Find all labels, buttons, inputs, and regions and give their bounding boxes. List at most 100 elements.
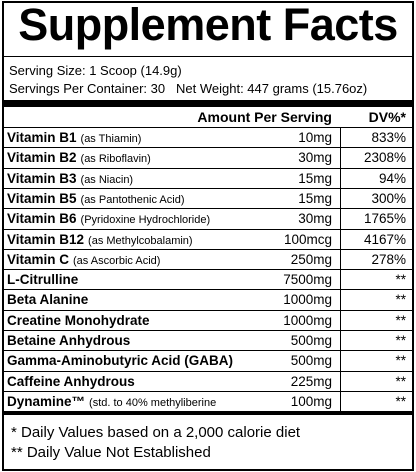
table-row: Vitamin B12 (as Methylcobalamin) 100mcg 416…: [4, 228, 412, 250]
table-row: Creatine Monohydrate 1000mg **: [4, 309, 412, 331]
column-divider: [340, 249, 341, 270]
table-row: Vitamin B3 (as Niacin) 15mg 94%: [4, 167, 412, 189]
nutrient-name: Caffeine Anhydrous: [7, 374, 135, 389]
nutrient-name-text: Vitamin B12: [7, 231, 85, 247]
nutrient-detail: (as Ascorbic Acid): [73, 254, 161, 267]
table-row: L-Citrulline 7500mg **: [4, 269, 412, 291]
table-row: Vitamin B1 (as Thiamin) 10mg 833%: [4, 127, 412, 148]
thick-rule: [4, 100, 412, 107]
daily-value: 300%: [371, 190, 406, 206]
column-divider: [340, 351, 341, 372]
amount: 500mg: [290, 333, 332, 348]
nutrient-name-text: Vitamin B2: [7, 150, 77, 166]
nutrient-name-text: Gamma-Aminobutyric Acid (GABA): [7, 353, 234, 369]
serving-size: Serving Size: 1 Scoop (14.9g): [9, 63, 182, 78]
daily-value: **: [395, 272, 406, 288]
daily-value: **: [395, 292, 406, 308]
column-divider: [340, 290, 341, 311]
amount: 15mg: [298, 190, 332, 206]
nutrient-name-text: Dynamine™: [7, 393, 86, 409]
amount: 250mg: [290, 251, 332, 267]
nutrient-name-text: Vitamin B1: [7, 130, 77, 145]
nutrient-name: Creatine Monohydrate: [7, 313, 150, 328]
amount: 1000mg: [283, 312, 332, 328]
nutrient-name: Vitamin B5 (as Pantothenic Acid): [7, 191, 184, 206]
table-row: Caffeine Anhydrous 225mg **: [4, 370, 412, 392]
daily-value: **: [395, 333, 406, 348]
amount: 100mg: [290, 393, 332, 409]
daily-value: **: [395, 312, 406, 328]
nutrient-name-text: Vitamin C: [7, 251, 70, 267]
amount: 7500mg: [283, 272, 332, 288]
column-divider: [340, 188, 341, 209]
column-divider: [340, 391, 341, 412]
daily-value: 1765%: [363, 211, 406, 227]
column-divider: [340, 331, 341, 351]
nutrient-name: Betaine Anhydrous: [7, 333, 130, 348]
net-weight: Net Weight: 447 grams (15.76oz): [176, 81, 368, 96]
footnote: ** Daily Value Not Established: [11, 444, 211, 461]
table-row: Vitamin B6 (Pyridoxine Hydrochloride) 30mg…: [4, 208, 412, 230]
column-divider: [340, 310, 341, 331]
thick-rule: [4, 411, 412, 415]
column-divider: [340, 270, 341, 291]
daily-value: 94%: [378, 170, 406, 186]
title: Supplement Facts: [18, 1, 398, 50]
amount: 225mg: [290, 373, 332, 389]
table-row: Vitamin C (as Ascorbic Acid) 250mg 278%: [4, 248, 412, 270]
column-divider: [340, 209, 341, 230]
nutrient-detail: (as Methylcobalamin): [88, 234, 193, 247]
column-divider: [340, 229, 341, 250]
daily-value: **: [395, 373, 406, 389]
column-divider: [340, 148, 341, 169]
amount: 30mg: [298, 150, 332, 166]
table-row: Beta Alanine 1000mg **: [4, 289, 412, 311]
table-row: Gamma-Aminobutyric Acid (GABA) 500mg **: [4, 350, 412, 372]
nutrient-name: L-Citrulline: [7, 272, 78, 287]
nutrient-name-text: Vitamin B6: [7, 211, 77, 227]
daily-value: 833%: [371, 130, 406, 145]
nutrient-name: Vitamin B12 (as Methylcobalamin): [7, 232, 193, 247]
nutrient-name-text: Betaine Anhydrous: [7, 333, 131, 348]
table-row: Vitamin B2 (as Riboflavin) 30mg 2308%: [4, 147, 412, 169]
daily-value: **: [395, 353, 406, 369]
nutrient-detail: (std. to 40% methyliberine: [89, 396, 217, 409]
nutrient-name: Vitamin B3 (as Niacin): [7, 171, 133, 186]
amount: 30mg: [298, 211, 332, 227]
nutrient-detail: (as Thiamin): [80, 133, 142, 145]
nutrient-name-text: Vitamin B5: [7, 190, 77, 206]
nutrient-detail: (Pyridoxine Hydrochloride): [80, 214, 211, 227]
nutrient-detail: (as Pantothenic Acid): [80, 193, 185, 206]
table-row: Betaine Anhydrous 500mg **: [4, 330, 412, 351]
nutrient-name: Dynamine™ (std. to 40% methyliberine: [7, 394, 216, 409]
nutrient-name: Vitamin B2 (as Riboflavin): [7, 150, 151, 165]
table-row: Vitamin B5 (as Pantothenic Acid) 15mg 300%: [4, 187, 412, 209]
daily-value: 2308%: [363, 150, 406, 166]
rule: [4, 56, 412, 57]
nutrient-name-text: Vitamin B3: [7, 170, 77, 186]
nutrient-detail: (as Riboflavin): [80, 153, 151, 166]
nutrient-name: Beta Alanine: [7, 292, 88, 307]
daily-value: 4167%: [363, 231, 406, 247]
amount: 1000mg: [283, 292, 332, 308]
nutrient-name: Vitamin C (as Ascorbic Acid): [7, 252, 160, 267]
nutrient-name-text: L-Citrulline: [7, 272, 79, 288]
nutrient-name-text: Beta Alanine: [7, 292, 89, 308]
amount: 10mg: [298, 130, 332, 145]
nutrient-name-text: Creatine Monohydrate: [7, 312, 150, 328]
daily-value: **: [395, 393, 406, 409]
column-divider: [340, 128, 341, 148]
table-row: Dynamine™ (std. to 40% methyliberine 100mg…: [4, 390, 412, 412]
nutrient-name: Vitamin B1 (as Thiamin): [7, 130, 141, 145]
amount-header: Amount Per Serving: [197, 109, 332, 125]
nutrient-detail: (as Niacin): [80, 173, 134, 186]
amount: 500mg: [290, 353, 332, 369]
nutrient-name: Vitamin B6 (Pyridoxine Hydrochloride): [7, 211, 210, 226]
amount: 15mg: [298, 170, 332, 186]
daily-value: 278%: [371, 251, 406, 267]
column-divider: [340, 168, 341, 189]
nutrient-name: Gamma-Aminobutyric Acid (GABA): [7, 353, 233, 368]
dv-header: DV%*: [368, 109, 406, 125]
